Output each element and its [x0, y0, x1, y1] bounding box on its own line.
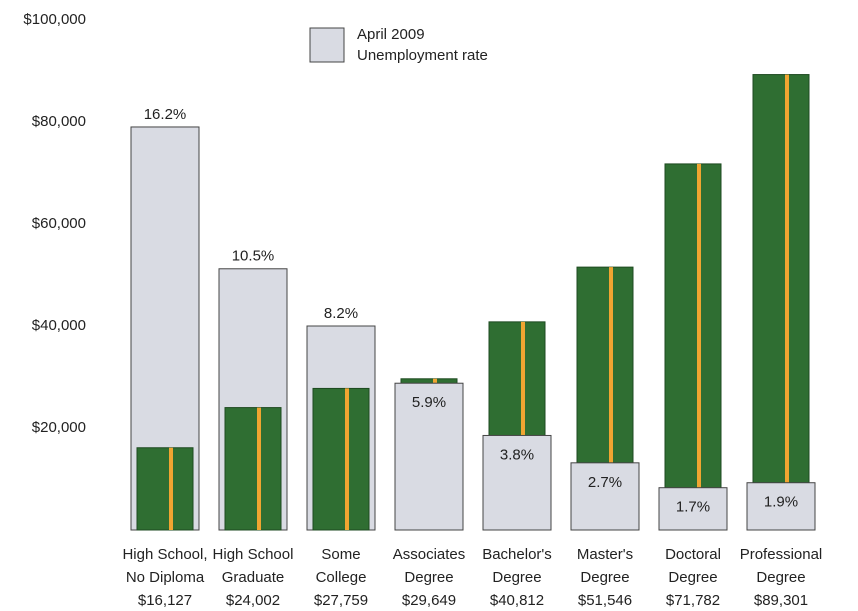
x-tick-label: Professional — [740, 546, 823, 563]
rate-label: 16.2% — [144, 106, 187, 123]
rate-label: 1.7% — [676, 499, 710, 516]
x-tick-label: Degree — [492, 569, 541, 586]
value-label: $24,002 — [226, 592, 280, 609]
value-label: $16,127 — [138, 592, 192, 609]
value-label: $71,782 — [666, 592, 720, 609]
value-label: $27,759 — [314, 592, 368, 609]
x-tick-label: Doctoral — [665, 546, 721, 563]
rate-label: 2.7% — [588, 474, 622, 491]
y-tick-label: $40,000 — [32, 317, 86, 334]
value-label: $89,301 — [754, 592, 808, 609]
rate-label: 5.9% — [412, 394, 446, 411]
y-tick-label: $60,000 — [32, 215, 86, 232]
y-tick-label: $20,000 — [32, 419, 86, 436]
money-stack — [224, 407, 282, 531]
value-label: $29,649 — [402, 592, 456, 609]
x-tick-label: Bachelor's — [482, 546, 552, 563]
rate-bar — [570, 462, 640, 531]
rate-label: 8.2% — [324, 305, 358, 322]
x-tick-label: Degree — [580, 569, 629, 586]
legend-label: Unemployment rate — [357, 47, 488, 64]
rate-label: 10.5% — [232, 248, 275, 265]
rate-bar — [746, 482, 816, 531]
x-tick-label: Graduate — [222, 569, 285, 586]
x-tick-label: Degree — [404, 569, 453, 586]
money-stack — [664, 163, 722, 531]
rate-label: 3.8% — [500, 446, 534, 463]
x-tick-label: College — [316, 569, 367, 586]
y-tick-label: $100,000 — [23, 11, 86, 28]
rate-bar — [482, 434, 552, 531]
money-stack — [752, 74, 810, 531]
x-tick-label: Some — [321, 546, 360, 563]
x-tick-label: Master's — [577, 546, 633, 563]
rate-label: 1.9% — [764, 494, 798, 511]
x-tick-label: Degree — [668, 569, 717, 586]
x-tick-label: High School — [213, 546, 294, 563]
legend-label: April 2009 — [357, 26, 425, 43]
x-tick-label: High School, — [122, 546, 207, 563]
legend-swatch — [309, 27, 345, 63]
value-label: $51,546 — [578, 592, 632, 609]
money-stack — [136, 447, 194, 531]
x-tick-label: Degree — [756, 569, 805, 586]
rate-bar — [658, 487, 728, 531]
x-tick-label: No Diploma — [126, 569, 205, 586]
x-tick-label: Associates — [393, 546, 466, 563]
value-label: $40,812 — [490, 592, 544, 609]
money-stack — [312, 387, 370, 531]
y-tick-label: $80,000 — [32, 113, 86, 130]
rate-bar — [394, 382, 464, 531]
